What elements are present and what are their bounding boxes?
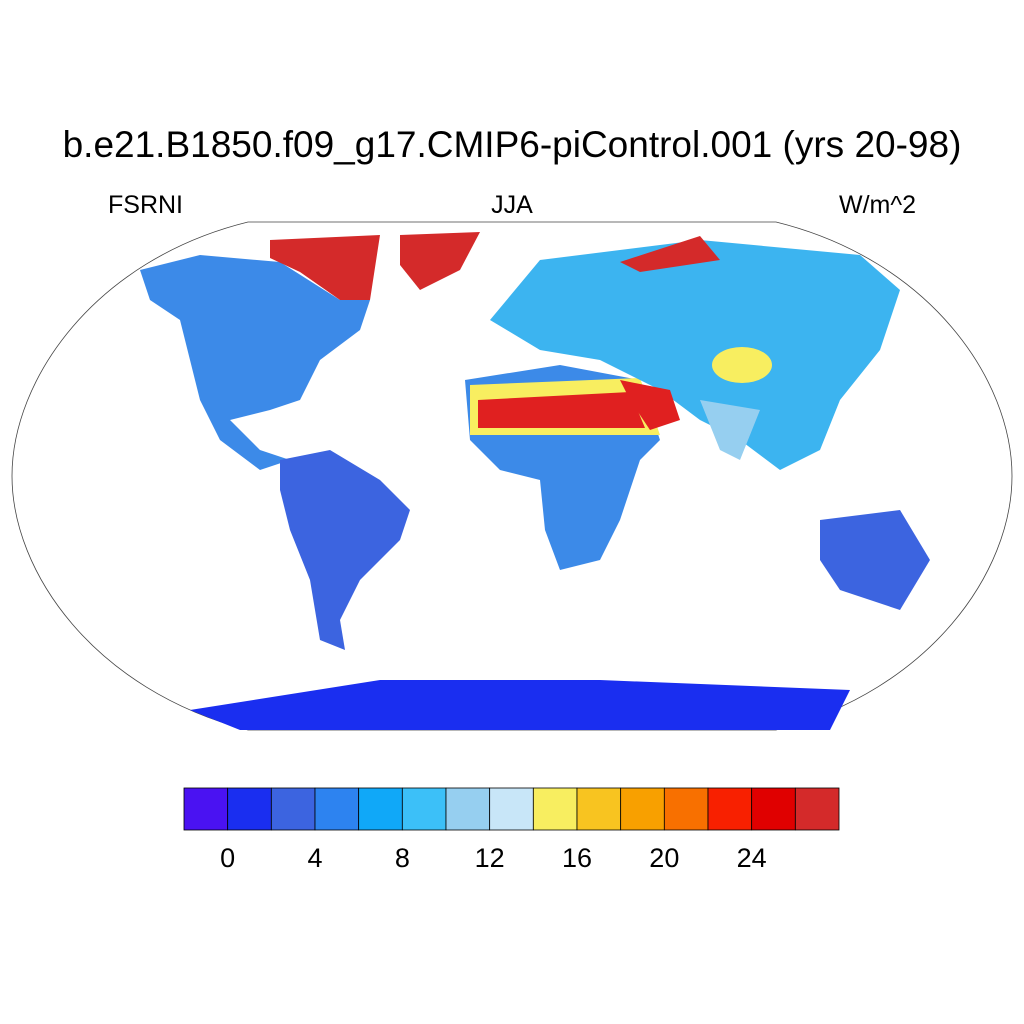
- greenland: [400, 232, 480, 290]
- variable-label: FSRNI: [108, 191, 183, 219]
- eurasia: [490, 240, 900, 470]
- colorbar-box: [751, 787, 796, 831]
- australia: [820, 510, 930, 610]
- tibet-yellow: [712, 347, 772, 383]
- colorbar-tick-label: 20: [649, 843, 679, 873]
- colorbar-tick-label: 8: [395, 843, 410, 873]
- arctic-canada: [270, 235, 380, 300]
- colorbar-box: [270, 787, 316, 831]
- sahara-red: [478, 392, 645, 428]
- colorbar-tick-label: 12: [475, 843, 505, 873]
- colorbar: 0 4 8 12 16 20 24: [183, 787, 840, 873]
- colorbar-tick-label: 16: [562, 843, 592, 873]
- south-america: [280, 450, 410, 650]
- map: [11, 221, 1013, 731]
- colorbar-tick-label: 0: [220, 843, 235, 873]
- colorbar-tick-label: 4: [307, 843, 322, 873]
- siberia-red: [620, 236, 720, 272]
- antarctica: [190, 680, 850, 730]
- colorbar-box: [489, 787, 534, 831]
- colorbar-box: [794, 787, 840, 831]
- colorbar-box: [445, 787, 491, 831]
- title: b.e21.B1850.f09_g17.CMIP6-piControl.001 …: [63, 124, 962, 165]
- colorbar-box: [576, 787, 622, 831]
- colorbar-box: [227, 787, 272, 831]
- colorbar-box: [314, 787, 360, 831]
- arabia: [620, 380, 680, 430]
- colorbar-box: [532, 787, 578, 831]
- india: [700, 400, 760, 460]
- colorbar-box: [183, 787, 229, 831]
- colorbar-box: [620, 787, 665, 831]
- colorbar-box: [663, 787, 709, 831]
- colorbar-tick-label: 24: [737, 843, 767, 873]
- colorbar-box: [358, 787, 403, 831]
- units-label: W/m^2: [839, 191, 916, 219]
- season-label: JJA: [491, 191, 533, 219]
- north-america: [140, 255, 370, 470]
- colorbar-box: [707, 787, 753, 831]
- colorbar-box: [401, 787, 447, 831]
